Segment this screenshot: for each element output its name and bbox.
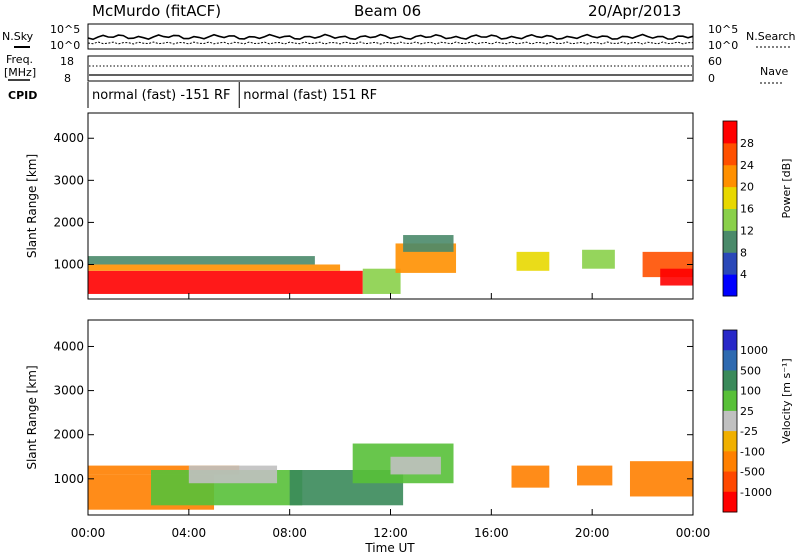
plot-panels: 1000 2000 3000 4000 Slant Range [km] 4 8 12 16 20… xyxy=(25,112,793,516)
colorbar-swatch xyxy=(723,252,737,275)
colorbar-tick-label: 8 xyxy=(740,246,747,259)
noise-tick-left-bottom: 10^0 xyxy=(50,39,80,52)
colorbar-swatch xyxy=(723,431,737,452)
data-region xyxy=(511,465,550,488)
data-region xyxy=(403,235,454,252)
colorbar-swatch xyxy=(723,491,737,513)
freq-tick-right-top: 60 xyxy=(708,55,722,68)
data-region xyxy=(390,456,441,475)
noise-sky-trace xyxy=(87,33,694,41)
x-tick-label: 20:00 xyxy=(575,526,610,540)
data-region xyxy=(629,461,693,497)
data-region xyxy=(188,465,278,484)
cpid-label: CPID xyxy=(8,89,37,102)
colorbar-tick-label: -1000 xyxy=(740,486,772,499)
freq-panel-frame xyxy=(87,55,694,82)
y-tick-label: 2000 xyxy=(53,215,84,229)
y-axis-label: Slant Range [km] xyxy=(25,154,39,258)
noise-right-label: N.Search xyxy=(746,30,796,43)
colorbar-tick-label: 4 xyxy=(740,268,747,281)
colorbar-swatch xyxy=(723,390,737,412)
cpid-segment-label: normal (fast) 151 RF xyxy=(243,88,377,103)
colorbar-swatch xyxy=(723,186,737,209)
freq-tick-right-bottom: 0 xyxy=(708,72,715,85)
colorbar-swatch xyxy=(723,370,737,392)
noise-search-trace xyxy=(87,41,693,45)
colorbar-swatch xyxy=(723,330,737,351)
colorbar-swatch xyxy=(723,274,737,297)
colorbar-tick-label: 24 xyxy=(740,159,754,172)
colorbar-swatch xyxy=(723,121,737,144)
colorbar-tick-label: -500 xyxy=(740,466,765,479)
header-site: McMurdo (fitACF) xyxy=(92,2,221,20)
colorbar-tick-label: -25 xyxy=(740,425,758,438)
data-region xyxy=(88,264,341,271)
colorbar-frame xyxy=(722,329,738,513)
cpid-segments: normal (fast) -151 RF normal (fast) 151 R… xyxy=(87,82,377,108)
colorbar-tick-label: 25 xyxy=(740,405,754,418)
colorbar-tick-label: 1000 xyxy=(740,344,768,357)
colorbar-tick-label: 12 xyxy=(740,224,754,237)
noise-tick-right-top: 10^5 xyxy=(708,23,738,36)
colorbar-tick-label: -100 xyxy=(740,445,765,458)
colorbar-swatch xyxy=(723,164,737,188)
panel-power-panel: 1000 2000 3000 4000 Slant Range [km] 4 8 12 16 20… xyxy=(25,112,793,300)
colorbar-tick-label: 100 xyxy=(740,385,761,398)
cpid-segment-label: normal (fast) -151 RF xyxy=(92,88,231,103)
header-date: 20/Apr/2013 xyxy=(588,2,681,20)
y-axis-label: Slant Range [km] xyxy=(25,365,39,469)
data-region xyxy=(582,249,615,269)
header-beam: Beam 06 xyxy=(354,2,421,20)
noise-tick-left-top: 10^5 xyxy=(50,23,80,36)
y-tick-label: 1000 xyxy=(53,257,84,271)
colorbar-label: Velocity [m s⁻¹] xyxy=(780,358,793,443)
colorbar-swatch xyxy=(723,350,737,371)
x-axis: 00:00 04:00 08:00 12:00 16:00 20:00 00:00 xyxy=(71,293,711,540)
data-region xyxy=(516,251,550,271)
x-axis-title: Time UT xyxy=(364,541,415,554)
x-tick-label: 04:00 xyxy=(172,526,207,540)
panel-velocity-panel: 1000 2000 3000 4000 Slant Range [km] 1000 500 1… xyxy=(25,319,793,516)
y-tick-label: 4000 xyxy=(53,339,84,353)
colorbar-swatch xyxy=(723,451,737,473)
data-region xyxy=(88,270,363,294)
data-region xyxy=(88,256,315,265)
freq-right-label: Nave xyxy=(760,65,788,78)
freq-left-label-2: [MHz] xyxy=(4,66,36,79)
noise-left-label: N.Sky xyxy=(2,30,34,43)
x-tick-label: 00:00 xyxy=(676,526,711,540)
y-tick-label: 3000 xyxy=(53,384,84,398)
colorbar-tick-label: 500 xyxy=(740,364,761,377)
x-tick-label: 08:00 xyxy=(272,526,307,540)
data-region xyxy=(362,268,401,294)
noise-traces xyxy=(87,33,694,45)
x-tick-label: 16:00 xyxy=(474,526,509,540)
colorbar-label: Power [dB] xyxy=(780,159,793,219)
colorbar-tick-label: 20 xyxy=(740,181,754,194)
colorbar-frame xyxy=(722,120,738,297)
y-tick-label: 3000 xyxy=(53,173,84,187)
colorbar-swatch xyxy=(723,471,737,493)
freq-tick-left-bottom: 8 xyxy=(64,72,71,85)
colorbar-swatch xyxy=(723,230,737,253)
data-region xyxy=(577,465,613,486)
y-tick-label: 2000 xyxy=(53,428,84,442)
colorbar-swatch xyxy=(723,142,737,166)
data-region xyxy=(660,268,693,286)
colorbar-tick-label: 28 xyxy=(740,137,754,150)
x-tick-label: 12:00 xyxy=(373,526,408,540)
y-tick-label: 1000 xyxy=(53,472,84,486)
noise-tick-right-bottom: 10^0 xyxy=(708,39,738,52)
colorbar-tick-label: 16 xyxy=(740,203,754,216)
colorbar-swatch xyxy=(723,208,737,231)
x-tick-label: 00:00 xyxy=(71,526,106,540)
freq-left-label-1: Freq. xyxy=(6,53,33,66)
colorbar-swatch xyxy=(723,410,737,432)
y-tick-label: 4000 xyxy=(53,131,84,145)
freq-tick-left-top: 18 xyxy=(60,55,74,68)
